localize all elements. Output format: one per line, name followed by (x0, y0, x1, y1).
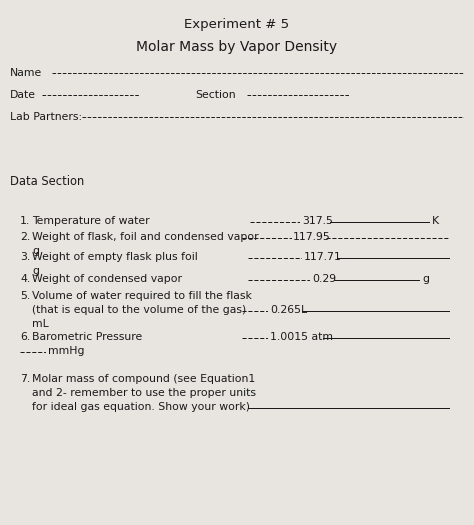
Text: Lab Partners:: Lab Partners: (10, 112, 82, 122)
Text: 4.: 4. (20, 274, 30, 284)
Text: g: g (422, 274, 429, 284)
Text: mL: mL (32, 319, 49, 329)
Text: Volume of water required to fill the flask: Volume of water required to fill the fla… (32, 291, 252, 301)
Text: 6.: 6. (20, 332, 30, 342)
Text: 3.: 3. (20, 252, 30, 262)
Text: (that is equal to the volume of the gas): (that is equal to the volume of the gas) (32, 305, 246, 315)
Text: K: K (432, 216, 439, 226)
Text: Molar Mass by Vapor Density: Molar Mass by Vapor Density (137, 40, 337, 54)
Text: 1.: 1. (20, 216, 30, 226)
Text: Molar mass of compound (see Equation1: Molar mass of compound (see Equation1 (32, 374, 255, 384)
Text: and 2- remember to use the proper units: and 2- remember to use the proper units (32, 388, 256, 398)
Text: 317.5: 317.5 (302, 216, 333, 226)
Text: Data Section: Data Section (10, 175, 84, 188)
Text: 2.: 2. (20, 232, 30, 242)
Text: Temperature of water: Temperature of water (32, 216, 150, 226)
Text: 0.29: 0.29 (312, 274, 336, 284)
Text: Experiment # 5: Experiment # 5 (184, 18, 290, 31)
Text: Barometric Pressure: Barometric Pressure (32, 332, 142, 342)
Text: g: g (32, 266, 39, 276)
Text: 0.265L: 0.265L (270, 305, 307, 315)
Text: 7.: 7. (20, 374, 30, 384)
Text: Name: Name (10, 68, 42, 78)
Text: g: g (32, 246, 39, 256)
Text: 117.95: 117.95 (293, 232, 331, 242)
Text: 1.0015 atm: 1.0015 atm (270, 332, 333, 342)
Text: Weight of condensed vapor: Weight of condensed vapor (32, 274, 182, 284)
Text: 117.71: 117.71 (304, 252, 342, 262)
Text: Date: Date (10, 90, 36, 100)
Text: mmHg: mmHg (48, 346, 84, 356)
Text: Section: Section (195, 90, 236, 100)
Text: Weight of flask, foil and condensed vapor: Weight of flask, foil and condensed vapo… (32, 232, 259, 242)
Text: 5.: 5. (20, 291, 30, 301)
Text: for ideal gas equation. Show your work): for ideal gas equation. Show your work) (32, 402, 250, 412)
Text: Weight of empty flask plus foil: Weight of empty flask plus foil (32, 252, 198, 262)
